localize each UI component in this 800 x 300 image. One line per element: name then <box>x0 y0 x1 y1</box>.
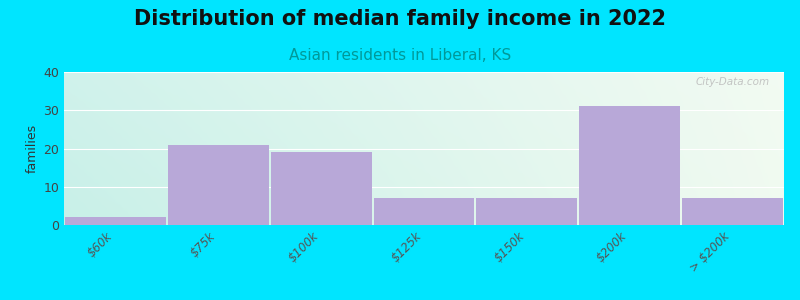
Bar <box>374 198 474 225</box>
Text: Distribution of median family income in 2022: Distribution of median family income in … <box>134 9 666 29</box>
Bar <box>682 198 783 225</box>
Y-axis label: families: families <box>26 124 39 173</box>
Text: Asian residents in Liberal, KS: Asian residents in Liberal, KS <box>289 48 511 63</box>
Bar <box>65 217 166 225</box>
Bar <box>477 198 578 225</box>
Bar <box>579 106 680 225</box>
Bar <box>168 145 269 225</box>
Bar <box>270 152 371 225</box>
Text: City-Data.com: City-Data.com <box>695 76 770 87</box>
